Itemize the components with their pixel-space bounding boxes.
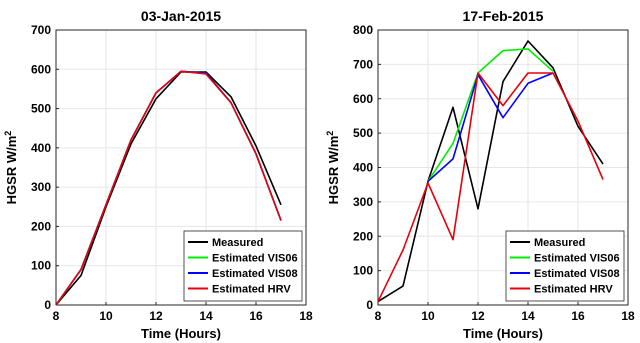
y-tick-label: 800 — [353, 23, 373, 37]
x-tick-label: 12 — [471, 309, 485, 323]
y-tick-label: 100 — [353, 264, 373, 278]
x-tick-label: 16 — [249, 309, 263, 323]
series-line-estimated-hrv — [56, 70, 282, 305]
x-tick-label: 18 — [299, 309, 313, 323]
y-axis-label: HGSR W/m2 — [3, 131, 19, 205]
y-tick-label: 300 — [353, 195, 373, 209]
legend-label: Measured — [212, 237, 263, 249]
y-tick-label: 0 — [44, 298, 51, 312]
x-tick-label: 8 — [375, 309, 382, 323]
series-line-estimated-vis08 — [427, 72, 554, 182]
chart-title: 17-Feb-2015 — [463, 8, 544, 24]
x-axis-label: Time (Hours) — [141, 326, 221, 341]
series-line-measured — [56, 71, 282, 305]
legend-label: Estimated VIS06 — [534, 253, 620, 265]
y-tick-label: 700 — [31, 23, 51, 37]
legend-label: Estimated HRV — [534, 284, 613, 296]
legend-label: Estimated VIS06 — [212, 253, 298, 265]
x-tick-label: 8 — [53, 309, 60, 323]
legend-label: Estimated HRV — [212, 284, 291, 296]
y-tick-label: 100 — [31, 259, 51, 273]
axes-frame — [55, 29, 307, 306]
y-tick-label: 0 — [366, 298, 373, 312]
x-tick-label: 10 — [421, 309, 435, 323]
y-tick-label: 600 — [353, 92, 373, 106]
series-line-estimated-vis06 — [427, 48, 554, 182]
x-tick-label: 12 — [149, 309, 163, 323]
y-tick-label: 200 — [353, 229, 373, 243]
y-tick-label: 400 — [31, 141, 51, 155]
chart-2: 8 10 12 14 16 18 0 100 200 300 400 500 600 700 800 17-F… — [325, 8, 635, 341]
x-tick-label: 18 — [621, 309, 635, 323]
y-axis-label: HGSR W/m2 — [325, 131, 341, 205]
legend-label: Estimated VIS08 — [212, 268, 298, 280]
x-tick-label: 14 — [521, 309, 535, 323]
x-tick-label: 14 — [199, 309, 213, 323]
chart-1: 8 10 12 14 16 18 0 100 200 300 400 500 600 700 03-Jan-… — [3, 8, 313, 341]
y-axis-label-text: HGSR W/m — [4, 136, 19, 205]
y-tick-label: 300 — [31, 180, 51, 194]
legend-label: Estimated VIS08 — [534, 268, 620, 280]
y-tick-label: 200 — [31, 219, 51, 233]
legend: Measured Estimated VIS06 Estimated VIS08 Es… — [183, 230, 303, 302]
y-tick-label: 500 — [31, 102, 51, 116]
y-axis-label-superscript: 2 — [325, 131, 335, 136]
chart-title: 03-Jan-2015 — [141, 8, 221, 24]
y-tick-label: 700 — [353, 57, 373, 71]
y-tick-label: 400 — [353, 161, 373, 175]
series-line-estimated-hrv — [378, 72, 604, 302]
x-tick-label: 10 — [99, 309, 113, 323]
x-tick-label: 16 — [571, 309, 585, 323]
legend-label: Measured — [534, 237, 585, 249]
y-axis-label-superscript: 2 — [3, 131, 13, 136]
y-axis-label-text: HGSR W/m — [326, 136, 341, 205]
legend: Measured Estimated VIS06 Estimated VIS08 Es… — [505, 230, 625, 302]
x-axis-label: Time (Hours) — [463, 326, 543, 341]
y-tick-label: 600 — [31, 62, 51, 76]
y-tick-label: 500 — [353, 126, 373, 140]
